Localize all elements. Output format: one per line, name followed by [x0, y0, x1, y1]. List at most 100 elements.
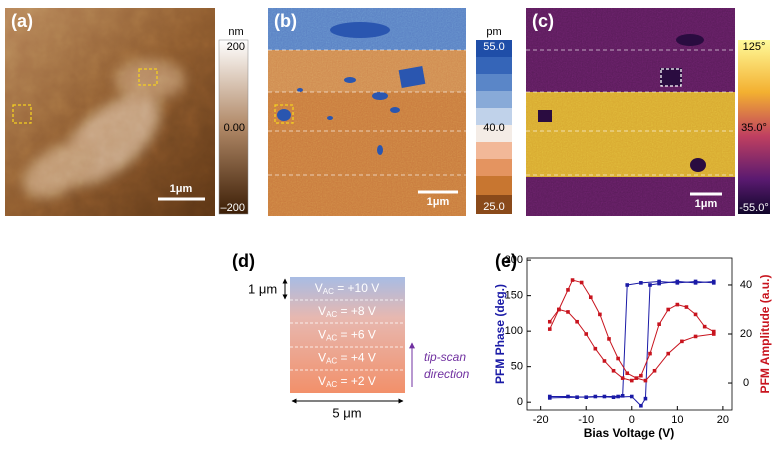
data-point — [666, 307, 671, 312]
data-point — [657, 281, 661, 286]
row-label: VAC = +4 V — [318, 351, 376, 366]
x-tick-label: -20 — [533, 414, 549, 426]
voltage-value: = +8 V — [337, 304, 376, 318]
data-point — [598, 312, 602, 317]
panel-e: (e) Bias Voltage (V) -20 -10 0 10 2005010015… — [493, 251, 772, 440]
colorbar-label: 25.0 — [483, 201, 504, 213]
x-tick-label: 10 — [671, 414, 683, 426]
width-label: 5 μm — [332, 405, 361, 420]
voltage-symbol: V — [315, 281, 323, 295]
y2-tick-label: 0 — [743, 377, 749, 389]
voltage-subscript: AC — [326, 357, 337, 366]
panel-c: (c) 1μm 125° 35.0° -55.0° — [526, 8, 770, 216]
colorbar-label: 55.0 — [483, 41, 504, 53]
data-point — [675, 302, 680, 307]
voltage-symbol: V — [318, 351, 326, 365]
scale-bar-label: 1μm — [695, 198, 718, 210]
x-tick-label: -10 — [578, 414, 594, 426]
y-tick-label: 200 — [505, 254, 523, 266]
y2-tick-label: 40 — [740, 279, 752, 291]
voltage-value: = +6 V — [337, 328, 376, 342]
data-point — [702, 324, 707, 329]
voltage-subscript: AC — [326, 310, 337, 319]
plot-frame — [526, 257, 733, 411]
voltage-subscript: AC — [323, 287, 334, 296]
y-tick-label: 0 — [517, 396, 523, 408]
y-tick-label: 100 — [505, 325, 523, 337]
panel-label: (e) — [495, 251, 517, 271]
voltage-symbol: V — [318, 328, 326, 342]
scale-bar-label: 1μm — [170, 183, 193, 195]
colorbar — [738, 40, 770, 214]
data-point — [547, 396, 552, 400]
data-point — [616, 394, 620, 399]
data-point — [684, 305, 689, 309]
data-point — [620, 393, 625, 398]
data-point — [666, 351, 671, 356]
series-line — [549, 304, 715, 382]
data-point — [657, 322, 661, 326]
series-line — [549, 280, 714, 407]
panel-b: (b) 1μm pm 55.0 40.0 25.0 — [268, 8, 512, 216]
data-point — [680, 339, 684, 344]
y-tick-label: 150 — [505, 290, 523, 302]
colorbar-label: 40.0 — [483, 122, 504, 134]
data-point — [611, 395, 616, 400]
data-point — [566, 288, 570, 292]
data-point — [643, 396, 648, 401]
data-point — [648, 283, 652, 287]
data-point — [625, 371, 630, 376]
height-label: 1 μm — [248, 281, 277, 296]
voltage-subscript: AC — [326, 334, 337, 343]
voltage-value: = +2 V — [337, 374, 376, 388]
scan-area — [290, 277, 405, 393]
data-point — [588, 295, 593, 300]
data-point — [693, 312, 698, 317]
data-point — [675, 279, 680, 284]
data-point — [620, 376, 625, 380]
data-point — [547, 327, 552, 331]
data-point — [711, 329, 716, 334]
data-point — [652, 368, 657, 373]
colorbar-label: 0.00 — [224, 122, 245, 134]
data-point — [693, 334, 698, 339]
series-line — [549, 279, 714, 382]
scale-bar-label: 1μm — [427, 196, 450, 208]
x-tick-label: 0 — [629, 414, 635, 426]
data-point — [657, 279, 661, 284]
data-point — [570, 278, 575, 282]
x-tick-label: 20 — [717, 414, 729, 426]
row-label: VAC = +2 V — [318, 374, 376, 389]
row-label: VAC = +10 V — [315, 281, 380, 296]
data-point — [629, 394, 634, 399]
data-point — [711, 279, 716, 284]
colorbar-unit: pm — [486, 26, 501, 38]
y-axis-label: PFM Phase (deg.) — [493, 284, 507, 384]
data-point — [629, 378, 634, 383]
panel-label: (a) — [11, 11, 33, 31]
colorbar-label: 125° — [743, 41, 766, 53]
data-point — [616, 356, 620, 361]
voltage-symbol: V — [318, 374, 326, 388]
data-point — [611, 368, 616, 373]
y2-axis-label: PFM Amplitude (a.u.) — [758, 275, 772, 394]
data-point — [566, 310, 570, 314]
direction-label: direction — [424, 367, 470, 381]
data-point — [584, 332, 589, 336]
data-point — [579, 280, 584, 285]
data-point — [557, 307, 561, 312]
y2-tick-label: 20 — [740, 328, 752, 340]
data-point — [575, 395, 579, 400]
row-label: VAC = +6 V — [318, 328, 376, 343]
voltage-value: = +10 V — [334, 281, 379, 295]
data-point — [711, 332, 716, 336]
direction-label: tip-scan — [424, 350, 466, 364]
colorbar — [476, 40, 512, 214]
data-point — [693, 281, 698, 285]
colorbar — [218, 39, 249, 215]
data-point — [648, 351, 652, 356]
panel-label: (c) — [532, 11, 554, 31]
data-point — [602, 359, 607, 363]
